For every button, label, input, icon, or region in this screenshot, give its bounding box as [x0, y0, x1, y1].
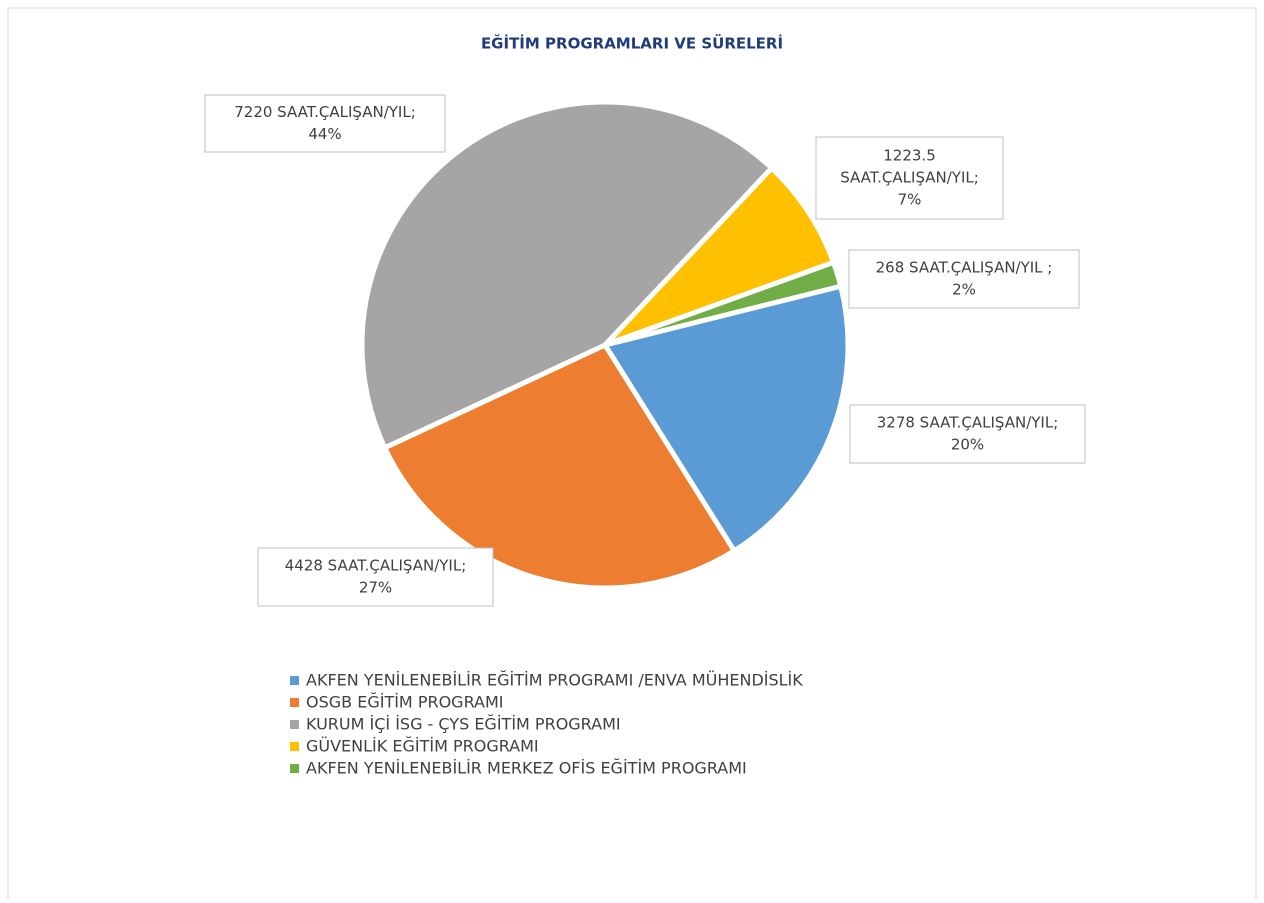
data-label: 3278 SAAT.ÇALIŞAN/YIL;: [877, 414, 1059, 432]
pie-slice: [602, 259, 844, 348]
data-label: 2%: [952, 281, 976, 299]
data-label-box: [849, 404, 1086, 464]
legend-swatch: [290, 676, 299, 685]
legend-label: GÜVENLİK EĞİTİM PROGRAMI: [306, 737, 539, 756]
data-label: 4428 SAAT.ÇALIŞAN/YIL;: [285, 557, 467, 575]
data-label: 1223.5: [883, 147, 936, 165]
data-label-box: [815, 136, 1004, 220]
legend-swatch: [290, 698, 299, 707]
legend-swatch: [290, 764, 299, 773]
legend-label: AKFEN YENİLENEBİLİR EĞİTİM PROGRAMI /ENV…: [306, 671, 803, 690]
data-label: 27%: [359, 579, 392, 597]
data-label: SAAT.ÇALIŞAN/YIL;: [840, 169, 979, 187]
legend-swatch: [290, 742, 299, 751]
pie-slice: [359, 99, 775, 451]
legend-label: AKFEN YENİLENEBİLİR MERKEZ OFİS EĞİTİM P…: [306, 759, 747, 778]
data-label: 44%: [308, 125, 341, 143]
legend-label: OSGB EĞİTİM PROGRAMI: [306, 693, 504, 712]
data-label: 7220 SAAT.ÇALIŞAN/YIL;: [234, 103, 416, 121]
chart-title: EĞİTİM PROGRAMLARI VE SÜRELERİ: [481, 34, 783, 53]
data-label-box: [204, 94, 446, 153]
legend-swatch: [290, 720, 299, 729]
pie-slice: [382, 342, 737, 591]
data-label-box: [848, 249, 1080, 309]
data-label-box: [257, 547, 494, 607]
data-label: 20%: [951, 436, 984, 454]
data-label: 7%: [898, 191, 922, 209]
pie-slice: [602, 283, 851, 554]
legend-label: KURUM İÇİ İSG - ÇYS EĞİTİM PROGRAMI: [306, 715, 621, 734]
data-label: 268 SAAT.ÇALIŞAN/YIL ;: [876, 259, 1053, 277]
